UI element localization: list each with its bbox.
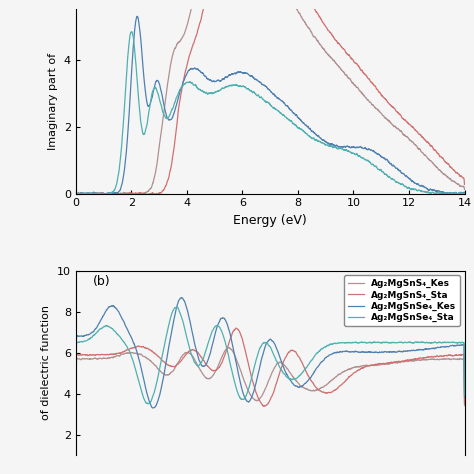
- Ag₂MgSnSe₄_Sta: [239, 397, 245, 402]
- Line: Ag₂MgSnSe₄_Kes: Ag₂MgSnSe₄_Kes: [76, 298, 465, 408]
- X-axis label: Energy (eV): Energy (eV): [233, 214, 307, 227]
- Ag₂MgSnS₄_Sta: [140, 344, 146, 349]
- Legend: Ag₂MgSnS₄_Kes, Ag₂MgSnS₄_Sta, Ag₂MgSnSe₄_Kes, Ag₂MgSnSe₄_Sta: Ag₂MgSnS₄_Kes, Ag₂MgSnS₄_Sta, Ag₂MgSnSe₄…: [344, 275, 460, 326]
- Ag₂MgSnS₄_Kes: [412, 357, 418, 363]
- Ag₂MgSnS₄_Kes: [226, 345, 232, 350]
- Ag₂MgSnSe₄_Sta: [174, 304, 180, 310]
- Ag₂MgSnSe₄_Kes: [454, 343, 460, 348]
- Line: Ag₂MgSnS₄_Sta: Ag₂MgSnS₄_Sta: [76, 328, 465, 415]
- Ag₂MgSnS₄_Sta: [412, 356, 418, 362]
- Ag₂MgSnSe₄_Kes: [140, 374, 146, 380]
- Ag₂MgSnS₄_Sta: [222, 352, 228, 358]
- Ag₂MgSnSe₄_Sta: [454, 340, 460, 346]
- Ag₂MgSnSe₄_Sta: [462, 393, 467, 399]
- Ag₂MgSnS₄_Kes: [239, 372, 245, 377]
- Ag₂MgSnSe₄_Kes: [222, 317, 228, 323]
- Ag₂MgSnSe₄_Sta: [73, 406, 79, 411]
- Ag₂MgSnSe₄_Kes: [239, 386, 245, 392]
- Ag₂MgSnS₄_Kes: [140, 354, 146, 359]
- Ag₂MgSnSe₄_Sta: [222, 338, 228, 344]
- Ag₂MgSnSe₄_Sta: [412, 339, 418, 345]
- Line: Ag₂MgSnS₄_Kes: Ag₂MgSnS₄_Kes: [76, 347, 465, 417]
- Ag₂MgSnSe₄_Kes: [179, 295, 184, 301]
- Ag₂MgSnS₄_Sta: [239, 335, 245, 340]
- Ag₂MgSnS₄_Kes: [73, 414, 79, 420]
- Ag₂MgSnSe₄_Kes: [412, 348, 418, 354]
- Ag₂MgSnSe₄_Kes: [150, 405, 156, 411]
- Ag₂MgSnS₄_Sta: [233, 325, 239, 331]
- Ag₂MgSnSe₄_Sta: [118, 334, 123, 340]
- Ag₂MgSnS₄_Sta: [454, 352, 460, 358]
- Ag₂MgSnS₄_Kes: [118, 353, 123, 358]
- Ag₂MgSnS₄_Kes: [462, 403, 467, 409]
- Ag₂MgSnS₄_Sta: [118, 350, 123, 356]
- Ag₂MgSnSe₄_Kes: [462, 394, 467, 400]
- Y-axis label: Imaginary part of: Imaginary part of: [48, 53, 58, 150]
- Ag₂MgSnSe₄_Kes: [73, 403, 79, 409]
- Ag₂MgSnSe₄_Kes: [118, 312, 123, 318]
- Ag₂MgSnSe₄_Sta: [140, 394, 146, 400]
- Line: Ag₂MgSnSe₄_Sta: Ag₂MgSnSe₄_Sta: [76, 307, 465, 409]
- Ag₂MgSnS₄_Sta: [73, 412, 79, 418]
- Ag₂MgSnS₄_Kes: [222, 348, 228, 354]
- Y-axis label: of dielectric function: of dielectric function: [41, 305, 51, 420]
- Ag₂MgSnS₄_Sta: [462, 400, 467, 406]
- Ag₂MgSnS₄_Kes: [454, 356, 460, 362]
- Text: (b): (b): [92, 275, 110, 288]
